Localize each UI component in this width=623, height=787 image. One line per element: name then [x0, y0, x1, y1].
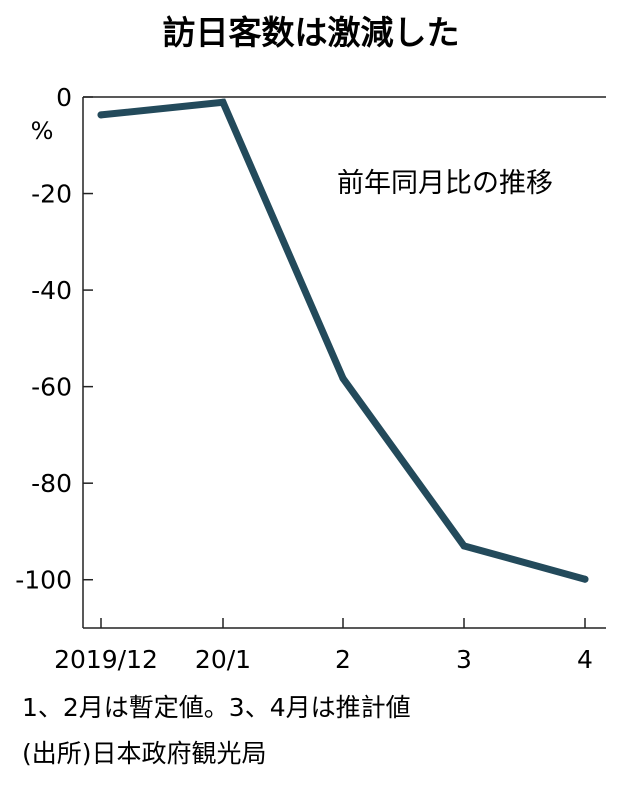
x-tick-label: 4 — [577, 645, 593, 674]
data-point — [460, 542, 468, 550]
y-tick-label: -20 — [31, 180, 72, 209]
x-tick-label: 2 — [335, 645, 351, 674]
chart-title: 訪日客数は激減した — [163, 13, 460, 52]
y-tick-label: -40 — [31, 276, 72, 305]
data-point — [581, 575, 589, 583]
x-tick-label: 2019/12 — [54, 645, 158, 674]
footnote-note: 1、2月は暫定値。3、4月は推計値 — [22, 693, 411, 722]
y-tick-label: -60 — [31, 373, 72, 402]
chart-annotation: 前年同月比の推移 — [337, 168, 553, 199]
y-tick-label: -100 — [15, 566, 72, 595]
data-point — [219, 98, 227, 106]
y-axis-unit: % — [31, 117, 54, 145]
footnote-source: (出所)日本政府観光局 — [22, 739, 267, 768]
x-tick-label: 3 — [456, 645, 472, 674]
data-point — [97, 111, 105, 119]
data-point — [339, 374, 347, 382]
x-tick-label: 20/1 — [195, 645, 251, 674]
y-tick-label: 0 — [56, 83, 72, 112]
y-tick-label: -80 — [31, 469, 72, 498]
